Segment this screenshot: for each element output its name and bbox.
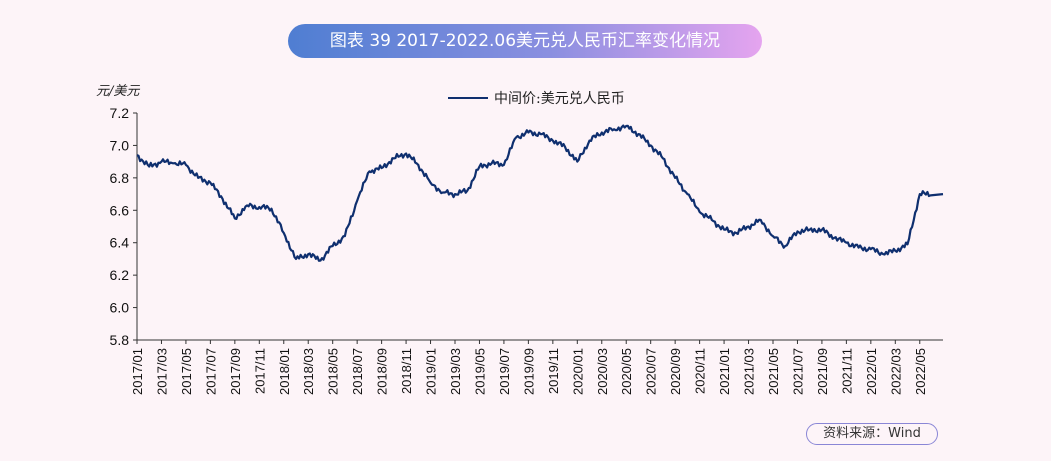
x-tick-label: 2020/03 (595, 348, 610, 395)
y-tick-label: 6.6 (110, 202, 130, 218)
x-tick-label: 2021/09 (815, 348, 830, 395)
x-tick-label: 2022/01 (864, 348, 879, 395)
y-tick-label: 7.0 (110, 137, 130, 153)
x-tick-label: 2021/07 (790, 348, 805, 395)
x-tick-label: 2020/01 (570, 348, 585, 395)
x-tick-label: 2017/07 (203, 348, 218, 395)
x-tick-label: 2018/01 (277, 348, 292, 395)
x-tick-label: 2022/05 (913, 348, 928, 395)
x-tick-label: 2018/11 (399, 348, 414, 394)
x-tick-label: 2021/03 (742, 348, 757, 395)
x-tick-label: 2018/03 (301, 348, 316, 395)
x-tick-label: 2017/01 (130, 348, 145, 395)
x-tick-label: 2019/01 (424, 348, 439, 395)
y-tick-label: 6.8 (110, 170, 130, 186)
y-axis-unit-label: 元/美元 (96, 84, 140, 99)
y-tick-label: 6.4 (110, 235, 130, 251)
x-tick-label: 2018/07 (350, 348, 365, 395)
x-tick-label: 2017/05 (179, 348, 194, 395)
x-tick-label: 2022/03 (888, 348, 903, 395)
x-tick-label: 2020/05 (619, 348, 634, 395)
legend: 中间价:美元兑人民币 (448, 89, 625, 107)
y-tick-label: 5.8 (110, 332, 130, 348)
x-tick-label: 2018/09 (375, 348, 390, 395)
x-tick-label: 2021/05 (766, 348, 781, 395)
x-tick-label: 2019/11 (546, 348, 561, 394)
x-tick-label: 2019/03 (448, 348, 463, 395)
x-tick-label: 2017/03 (154, 348, 169, 395)
x-tick-label: 2021/11 (839, 348, 854, 394)
x-tick-label: 2019/09 (521, 348, 536, 395)
x-tick-label: 2017/11 (252, 348, 267, 394)
x-tick-label: 2020/11 (693, 348, 708, 394)
x-tick-label: 2018/05 (326, 348, 341, 395)
y-tick-label: 6.0 (110, 300, 130, 316)
legend-swatch (448, 96, 488, 100)
y-tick-label: 7.2 (110, 105, 130, 121)
legend-label: 中间价:美元兑人民币 (494, 91, 625, 107)
x-tick-label: 2021/01 (717, 348, 732, 395)
x-tick-label: 2020/09 (668, 348, 683, 395)
source-label: 资料来源：Wind (806, 423, 938, 445)
x-tick-label: 2019/05 (472, 348, 487, 395)
x-tick-label: 2017/09 (228, 348, 243, 395)
series-line (136, 124, 944, 262)
chart-title: 图表 39 2017-2022.06美元兑人民币汇率变化情况 (288, 24, 762, 58)
x-tick-label: 2019/07 (497, 348, 512, 395)
x-tick-label: 2020/07 (644, 348, 659, 395)
y-tick-label: 6.2 (110, 267, 130, 283)
